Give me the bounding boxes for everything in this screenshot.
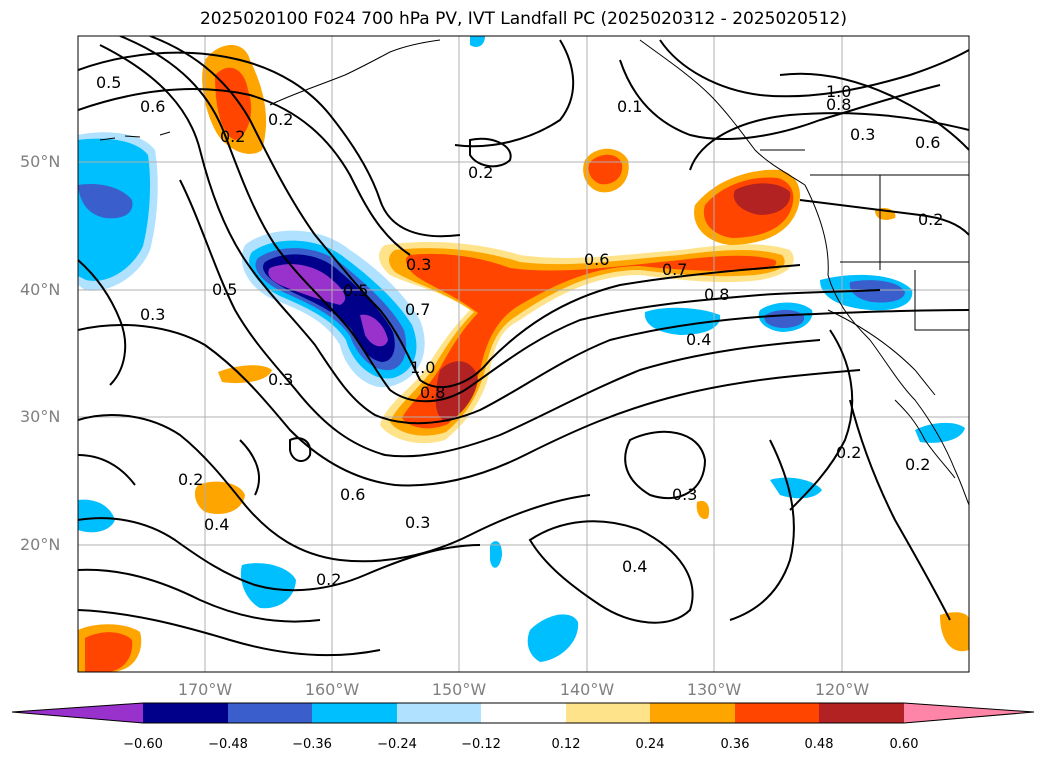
contour-label: 0.4 — [686, 330, 711, 349]
lon-label: 160°W — [304, 680, 360, 699]
lat-label: 30°N — [20, 407, 61, 426]
lon-label: 130°W — [686, 680, 742, 699]
contour-label: 0.5 — [96, 73, 121, 92]
anomaly-shading — [78, 36, 969, 672]
contour-label: 0.2 — [468, 163, 493, 182]
contour-label: 0.2 — [220, 127, 245, 146]
colorbar-tick-label: 0.24 — [635, 737, 665, 752]
contour-label: 0.2 — [268, 110, 293, 129]
contour-label: 0.3 — [268, 370, 293, 389]
lon-label: 120°W — [814, 680, 870, 699]
contour-label: 0.1 — [617, 97, 642, 116]
pv-contours — [78, 36, 969, 657]
colorbar-tick-label: 0.60 — [889, 737, 919, 752]
colorbar-bin — [228, 703, 312, 723]
colorbar-bin — [312, 703, 397, 723]
map-area: 0.5 0.6 0.2 0.2 0.5 0.3 0.3 0.5 0.7 1.0 … — [78, 36, 969, 672]
colorbar-tick-label: 0.12 — [551, 737, 581, 752]
contour-label: 0.6 — [340, 485, 365, 504]
coastlines — [99, 39, 969, 506]
contour-label: 0.6 — [584, 250, 609, 269]
colorbar-tick-label: −0.48 — [208, 737, 248, 752]
contour-label: 0.6 — [915, 133, 940, 152]
contour-label: 0.8 — [704, 285, 729, 304]
lon-label: 140°W — [559, 680, 615, 699]
colorbar-extend-low — [12, 703, 143, 723]
colorbar-outline — [11, 702, 1035, 724]
contour-label: 0.6 — [140, 97, 165, 116]
colorbar-tick-label: 0.48 — [804, 737, 834, 752]
lon-label: 150°W — [431, 680, 487, 699]
contour-label: 0.8 — [826, 95, 851, 114]
contour-label: 0.3 — [850, 125, 875, 144]
contour-labels: 0.5 0.6 0.2 0.2 0.5 0.3 0.3 0.5 0.7 1.0 … — [96, 73, 943, 589]
contour-label: 0.5 — [343, 281, 368, 300]
contour-label: 0.2 — [905, 455, 930, 474]
colorbar-bin — [397, 703, 481, 723]
colorbar-tick-label: −0.60 — [123, 737, 163, 752]
lat-label: 50°N — [20, 152, 61, 171]
colorbar-bin — [735, 703, 819, 723]
colorbar-tick-label: −0.36 — [292, 737, 332, 752]
contour-label: 1.0 — [410, 358, 435, 377]
contour-label: 0.4 — [204, 515, 229, 534]
contour-label: 1.0 — [826, 82, 851, 101]
colorbar — [11, 702, 1035, 724]
contour-label: 0.7 — [662, 260, 687, 279]
lon-label: 170°W — [177, 680, 233, 699]
lat-label: 20°N — [20, 535, 61, 554]
colorbar-bin — [650, 703, 735, 723]
contour-label: 0.2 — [178, 470, 203, 489]
colorbar-bin — [819, 703, 904, 723]
contour-label: 0.7 — [405, 300, 430, 319]
colorbar-tick-label: −0.12 — [461, 737, 501, 752]
colorbar-bin — [481, 703, 566, 723]
contour-label: 0.3 — [406, 255, 431, 274]
colorbar-bin — [143, 703, 228, 723]
colorbar-bin — [566, 703, 650, 723]
contour-label: 0.3 — [672, 485, 697, 504]
contour-label: 0.3 — [405, 513, 430, 532]
contour-label: 0.8 — [420, 383, 445, 402]
contour-label: 0.2 — [316, 570, 341, 589]
contour-label: 0.5 — [212, 280, 237, 299]
colorbar-tick-label: −0.24 — [377, 737, 417, 752]
contour-label: 0.2 — [918, 210, 943, 229]
contour-label: 0.3 — [140, 305, 165, 324]
lat-label: 40°N — [20, 280, 61, 299]
colorbar-tick-label: 0.36 — [720, 737, 750, 752]
contour-label: 0.4 — [622, 557, 647, 576]
contour-label: 0.2 — [836, 443, 861, 462]
map-title: 2025020100 F024 700 hPa PV, IVT Landfall… — [199, 9, 847, 29]
colorbar-extend-high — [904, 703, 1034, 723]
map-frame — [77, 35, 970, 673]
